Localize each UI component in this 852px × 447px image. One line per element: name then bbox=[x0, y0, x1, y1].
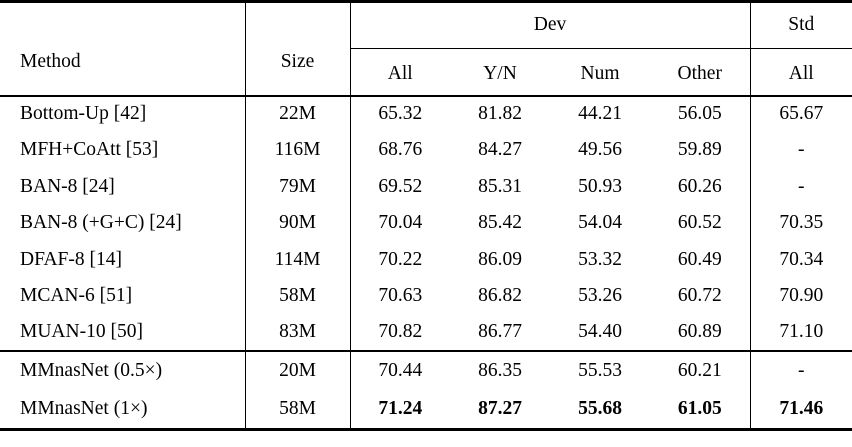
table-row: MFH+CoAtt [53] 116M 68.76 84.27 49.56 59… bbox=[0, 132, 852, 169]
dev-all-cell: 70.44 bbox=[350, 350, 450, 390]
col-header-method: Method bbox=[0, 1, 246, 97]
col-header-dev-all: All bbox=[350, 48, 450, 97]
std-all-cell: 70.34 bbox=[749, 241, 852, 278]
table-row: MUAN-10 [50] 83M 70.82 86.77 54.40 60.89… bbox=[0, 314, 852, 351]
table-header: Method Size Dev Std All Y/N Num Other Al… bbox=[0, 1, 852, 97]
size-cell: 79M bbox=[244, 168, 351, 205]
dev-num-cell: 49.56 bbox=[578, 139, 622, 161]
table-row: Bottom-Up [42] 22M 65.32 81.82 44.21 56.… bbox=[0, 95, 852, 132]
dev-other-cell: 60.21 bbox=[650, 350, 750, 390]
method-cell: MUAN-10 [50] bbox=[20, 321, 143, 343]
col-header-dev-num: Num bbox=[550, 48, 650, 97]
col-header-std-all: All bbox=[749, 48, 852, 97]
dev-other-cell: 60.72 bbox=[677, 285, 722, 307]
dev-num-cell: 53.26 bbox=[578, 285, 622, 307]
dev-other-cell: 61.05 bbox=[677, 397, 722, 419]
col-group-dev: Dev bbox=[350, 1, 750, 49]
dev-yn-cell: 84.27 bbox=[478, 139, 522, 161]
std-all-cell: 71.46 bbox=[749, 390, 852, 429]
dev-other-cell: 60.26 bbox=[677, 175, 722, 197]
std-all-cell: - bbox=[749, 132, 852, 169]
dev-all-cell: 71.24 bbox=[378, 397, 423, 419]
method-cell: DFAF-8 [14] bbox=[20, 248, 123, 270]
std-all-cell: 70.90 bbox=[749, 278, 852, 315]
dev-yn-cell: 86.82 bbox=[478, 285, 522, 307]
col-header-dev-other: Other bbox=[650, 48, 750, 97]
table-row-best: MMnasNet (1×) 58M 71.24 87.27 55.68 61.0… bbox=[0, 390, 852, 429]
dev-num-cell: 54.40 bbox=[578, 321, 622, 343]
std-all-cell: - bbox=[749, 168, 852, 205]
dev-num-cell: 50.93 bbox=[578, 175, 622, 197]
method-cell: Bottom-Up [42] bbox=[20, 103, 147, 125]
size-cell: 114M bbox=[244, 241, 351, 278]
size-cell: 58M bbox=[244, 278, 351, 315]
dev-yn-cell: 86.09 bbox=[478, 248, 522, 270]
dev-all-cell: 69.52 bbox=[378, 175, 423, 197]
dev-other-cell: 59.89 bbox=[677, 139, 722, 161]
size-cell: 58M bbox=[244, 390, 351, 429]
dev-yn-cell: 86.77 bbox=[478, 321, 522, 343]
size-cell: 20M bbox=[244, 350, 351, 390]
size-cell: 83M bbox=[244, 314, 351, 351]
col-header-size: Size bbox=[245, 1, 351, 97]
method-cell: MMnasNet (0.5×) bbox=[0, 350, 245, 390]
dev-all-cell: 70.82 bbox=[378, 321, 423, 343]
mmnasnet-section: MMnasNet (0.5×) 20M 70.44 86.35 55.53 60… bbox=[0, 350, 852, 429]
dev-num-cell: 54.04 bbox=[578, 212, 622, 234]
dev-other-cell: 60.49 bbox=[677, 248, 722, 270]
col-header-dev-yn: Y/N bbox=[450, 48, 550, 97]
dev-num-cell: 55.68 bbox=[578, 397, 622, 419]
dev-yn-cell: 85.31 bbox=[478, 175, 522, 197]
dev-all-cell: 70.22 bbox=[378, 248, 423, 270]
table-row: MCAN-6 [51] 58M 70.63 86.82 53.26 60.72 … bbox=[0, 278, 852, 315]
std-all-cell: 65.67 bbox=[749, 95, 852, 132]
std-all-cell: 70.35 bbox=[749, 205, 852, 242]
size-cell: 116M bbox=[244, 132, 351, 169]
dev-yn-cell: 86.35 bbox=[450, 350, 550, 390]
dev-num-cell: 53.32 bbox=[578, 248, 622, 270]
table-row: MMnasNet (0.5×) 20M 70.44 86.35 55.53 60… bbox=[0, 350, 852, 390]
dev-all-cell: 68.76 bbox=[378, 139, 423, 161]
baseline-methods-section: Bottom-Up [42] 22M 65.32 81.82 44.21 56.… bbox=[0, 95, 852, 351]
dev-other-cell: 60.52 bbox=[677, 212, 722, 234]
method-cell: MCAN-6 [51] bbox=[20, 285, 133, 307]
std-all-cell: 71.10 bbox=[749, 314, 852, 351]
method-cell: BAN-8 (+G+C) [24] bbox=[20, 212, 182, 234]
col-group-std: Std bbox=[749, 1, 852, 49]
dev-other-cell: 60.89 bbox=[677, 321, 722, 343]
dev-num-cell: 44.21 bbox=[578, 103, 622, 125]
table-row: BAN-8 [24] 79M 69.52 85.31 50.93 60.26 - bbox=[0, 168, 852, 205]
dev-yn-cell: 87.27 bbox=[478, 397, 522, 419]
dev-all-cell: 70.63 bbox=[378, 285, 423, 307]
dev-yn-cell: 81.82 bbox=[478, 103, 522, 125]
dev-yn-cell: 85.42 bbox=[478, 212, 522, 234]
size-cell: 90M bbox=[244, 205, 351, 242]
dev-other-cell: 56.05 bbox=[677, 103, 722, 125]
size-cell: 22M bbox=[244, 95, 351, 132]
method-cell: BAN-8 [24] bbox=[20, 175, 115, 197]
method-cell: MMnasNet (1×) bbox=[20, 397, 148, 419]
std-all-cell: - bbox=[749, 350, 852, 390]
dev-all-cell: 70.04 bbox=[378, 212, 423, 234]
table-row: DFAF-8 [14] 114M 70.22 86.09 53.32 60.49… bbox=[0, 241, 852, 278]
table-row: BAN-8 (+G+C) [24] 90M 70.04 85.42 54.04 … bbox=[0, 205, 852, 242]
dev-num-cell: 55.53 bbox=[550, 350, 650, 390]
method-cell: MFH+CoAtt [53] bbox=[20, 139, 159, 161]
dev-all-cell: 65.32 bbox=[378, 103, 423, 125]
results-table: Method Size Dev Std All Y/N Num Other Al… bbox=[0, 0, 852, 431]
